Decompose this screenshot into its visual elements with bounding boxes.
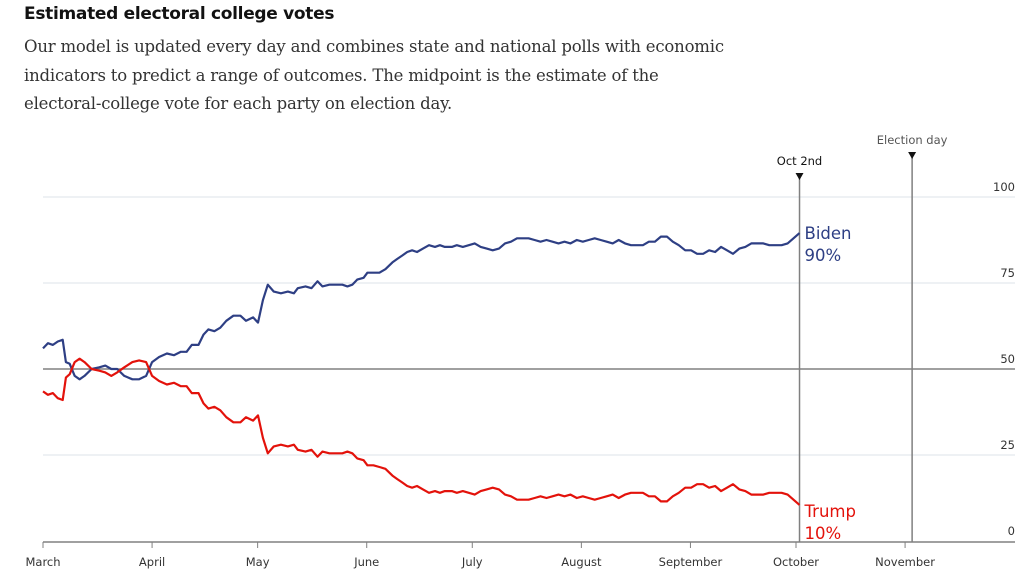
series-label-trump: Trump [804,502,856,521]
x-tick-label: October [773,555,819,569]
x-tick-label: November [875,555,935,569]
series-value-biden: 90% [805,246,842,265]
series-line-trump [42,357,801,506]
annotation-label: Oct 2nd [777,154,822,168]
x-tick-label: August [561,555,602,569]
x-tick-label: April [139,555,165,569]
y-tick-label: 75 [1000,266,1015,280]
x-tick-label: March [25,555,60,569]
series-line-biden [42,232,801,381]
chart-subtitle: Our model is updated every day and combi… [24,37,724,113]
y-tick-label: 50 [1000,352,1015,366]
x-tick-label: May [246,555,270,569]
series-value-trump: 10% [805,524,842,543]
chart-title: Estimated electoral college votes [24,4,335,24]
x-tick-label: July [461,555,483,569]
y-tick-label: 0 [1008,524,1015,538]
x-tick-label: June [353,555,379,569]
annotation-marker-icon [908,152,917,159]
x-tick-label: September [659,555,723,569]
annotation-label: Election day [877,133,948,147]
series-label-biden: Biden [805,224,852,243]
y-tick-label: 100 [993,180,1015,194]
y-tick-label: 25 [1000,438,1015,452]
annotation-marker-icon [795,173,804,180]
